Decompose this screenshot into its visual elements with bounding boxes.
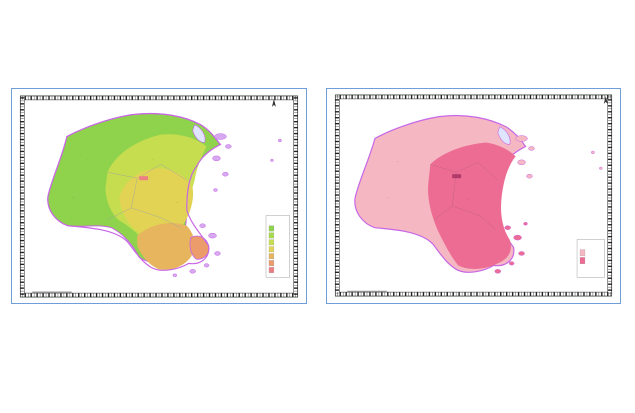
north-arrow-icon <box>271 98 276 107</box>
svg-text:···: ··· <box>87 158 90 161</box>
svg-text:···: ··· <box>176 201 179 204</box>
left-map-panel: ··· ··· ··· ··· <box>11 88 307 304</box>
left-map-canvas: ··· ··· ··· ··· <box>19 95 299 298</box>
legend-swatch <box>268 232 275 239</box>
legend-swatch <box>268 239 275 246</box>
legend-swatch <box>268 260 275 266</box>
svg-text:···: ··· <box>72 196 75 199</box>
svg-text:···: ··· <box>466 198 469 201</box>
legend-swatch <box>268 246 275 253</box>
bay <box>192 124 206 143</box>
map-legend <box>265 215 290 278</box>
svg-text:···: ··· <box>397 160 400 163</box>
mainland: ··· ··· ··· ··· <box>47 112 222 271</box>
svg-text:···: ··· <box>151 158 154 161</box>
mainland: ··· ··· ··· <box>354 114 527 273</box>
right-map-panel: ··· ··· ··· <box>326 88 621 304</box>
city-marker <box>452 174 462 179</box>
zone-south <box>137 222 195 270</box>
city-marker <box>139 176 149 181</box>
legend-items <box>579 249 586 264</box>
islands <box>172 133 282 277</box>
map-legend <box>576 239 605 278</box>
svg-text:···: ··· <box>387 196 390 199</box>
legend-items <box>268 225 275 273</box>
zone-inner <box>428 142 516 269</box>
islands <box>494 135 603 274</box>
zone-central <box>119 168 194 238</box>
zone-southeast <box>189 235 210 260</box>
legend-swatch <box>268 253 275 260</box>
graticule-ticks <box>20 95 298 298</box>
graticule-ticks <box>335 94 612 297</box>
right-map-canvas: ··· ··· ··· <box>334 94 613 297</box>
north-arrow-icon <box>603 95 608 104</box>
legend-swatch <box>268 225 275 232</box>
bay <box>497 126 511 145</box>
legend-swatch <box>579 249 586 257</box>
legend-swatch <box>579 257 586 264</box>
legend-swatch <box>268 267 275 273</box>
